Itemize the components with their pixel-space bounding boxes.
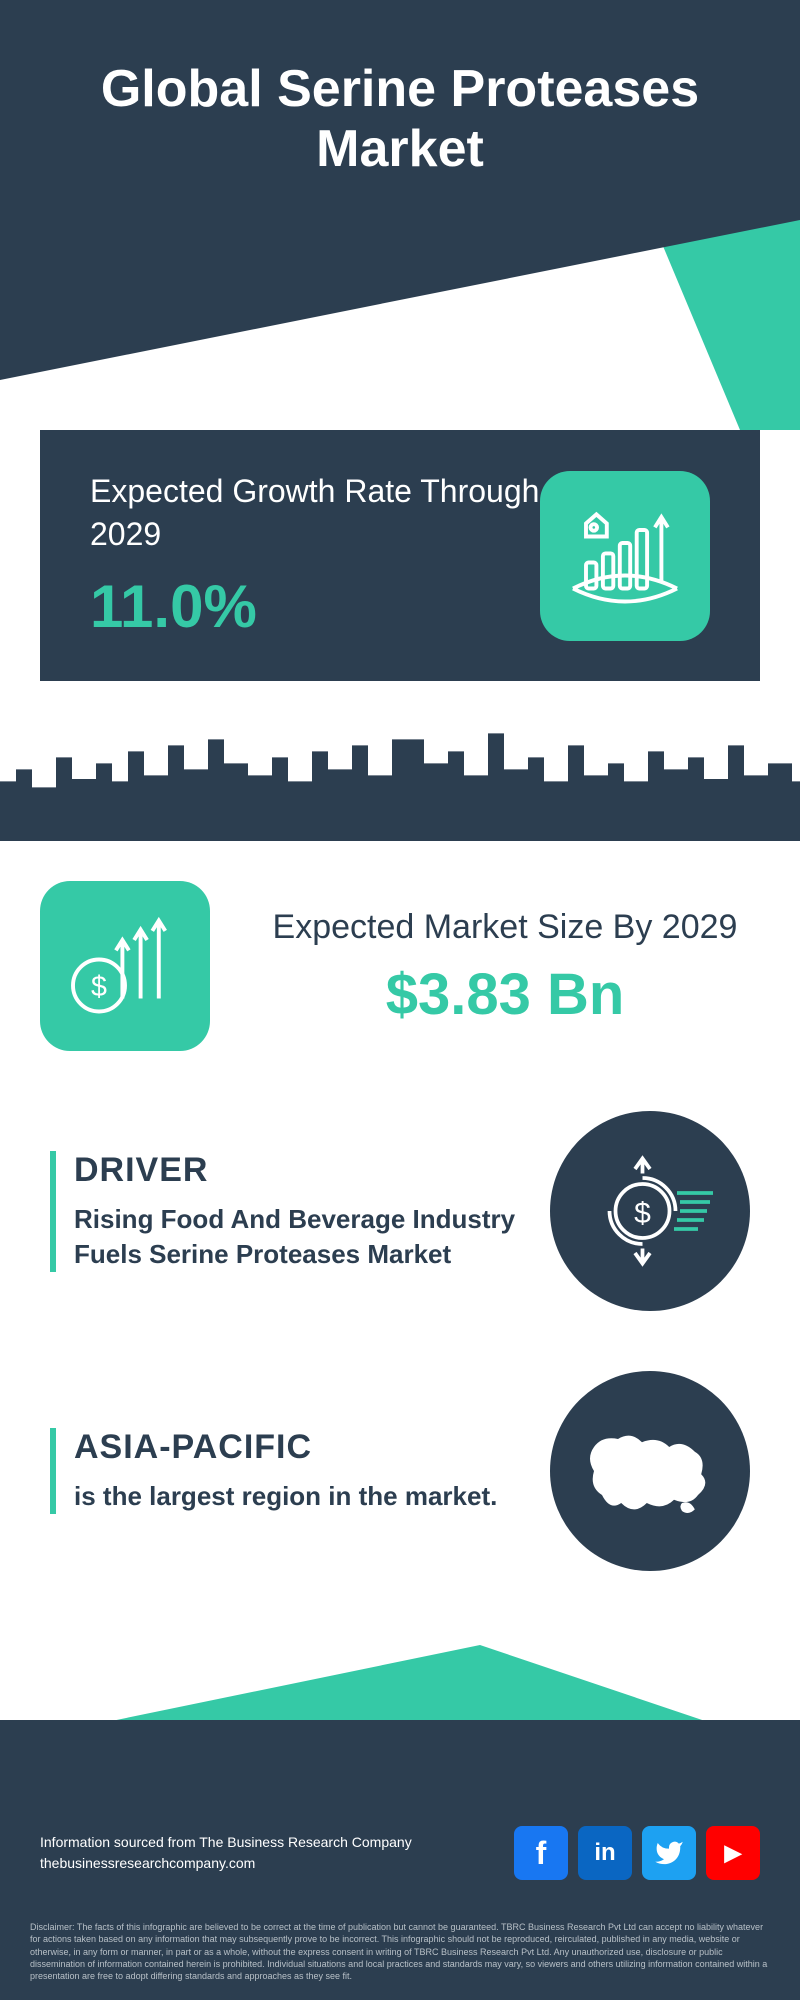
- header: Global Serine Proteases Market: [0, 0, 800, 430]
- driver-text: DRIVER Rising Food And Beverage Industry…: [50, 1151, 520, 1272]
- region-body: is the largest region in the market.: [74, 1479, 520, 1514]
- driver-heading: DRIVER: [74, 1151, 520, 1190]
- social-links: f in ▶: [514, 1826, 760, 1880]
- footer-content: Information sourced from The Business Re…: [0, 1826, 800, 1880]
- growth-rate-card: Expected Growth Rate Through 2029 11.0%: [40, 430, 760, 681]
- facebook-icon[interactable]: f: [514, 1826, 568, 1880]
- market-size-label: Expected Market Size By 2029: [250, 905, 760, 951]
- source-line-2: thebusinessresearchcompany.com: [40, 1853, 412, 1874]
- linkedin-icon[interactable]: in: [578, 1826, 632, 1880]
- market-size-card: $ Expected Market Size By 2029 $3.83 Bn: [40, 881, 760, 1051]
- twitter-icon[interactable]: [642, 1826, 696, 1880]
- market-size-value: $3.83 Bn: [250, 961, 760, 1028]
- svg-text:$: $: [634, 1197, 651, 1230]
- market-size-text: Expected Market Size By 2029 $3.83 Bn: [250, 905, 760, 1028]
- disclaimer-text: Disclaimer: The facts of this infographi…: [0, 1921, 800, 1982]
- page-title: Global Serine Proteases Market: [40, 60, 760, 180]
- growth-rate-text: Expected Growth Rate Through 2029 11.0%: [90, 470, 540, 641]
- footer-source: Information sourced from The Business Re…: [40, 1832, 412, 1874]
- dollar-growth-icon: $: [40, 881, 210, 1051]
- growth-rate-value: 11.0%: [90, 572, 540, 641]
- driver-body: Rising Food And Beverage Industry Fuels …: [74, 1202, 520, 1272]
- dollar-cycle-icon: $: [550, 1111, 750, 1311]
- city-skyline-graphic: [0, 721, 800, 841]
- growth-chart-icon: [540, 471, 710, 641]
- footer: Information sourced from The Business Re…: [0, 1720, 800, 2000]
- growth-rate-label: Expected Growth Rate Through 2029: [90, 470, 540, 556]
- region-text: ASIA-PACIFIC is the largest region in th…: [50, 1428, 520, 1514]
- source-line-1: Information sourced from The Business Re…: [40, 1832, 412, 1853]
- region-section: ASIA-PACIFIC is the largest region in th…: [50, 1371, 750, 1571]
- youtube-icon[interactable]: ▶: [706, 1826, 760, 1880]
- world-map-icon: [550, 1371, 750, 1571]
- region-heading: ASIA-PACIFIC: [74, 1428, 520, 1467]
- driver-section: DRIVER Rising Food And Beverage Industry…: [50, 1111, 750, 1311]
- svg-text:$: $: [91, 971, 107, 1003]
